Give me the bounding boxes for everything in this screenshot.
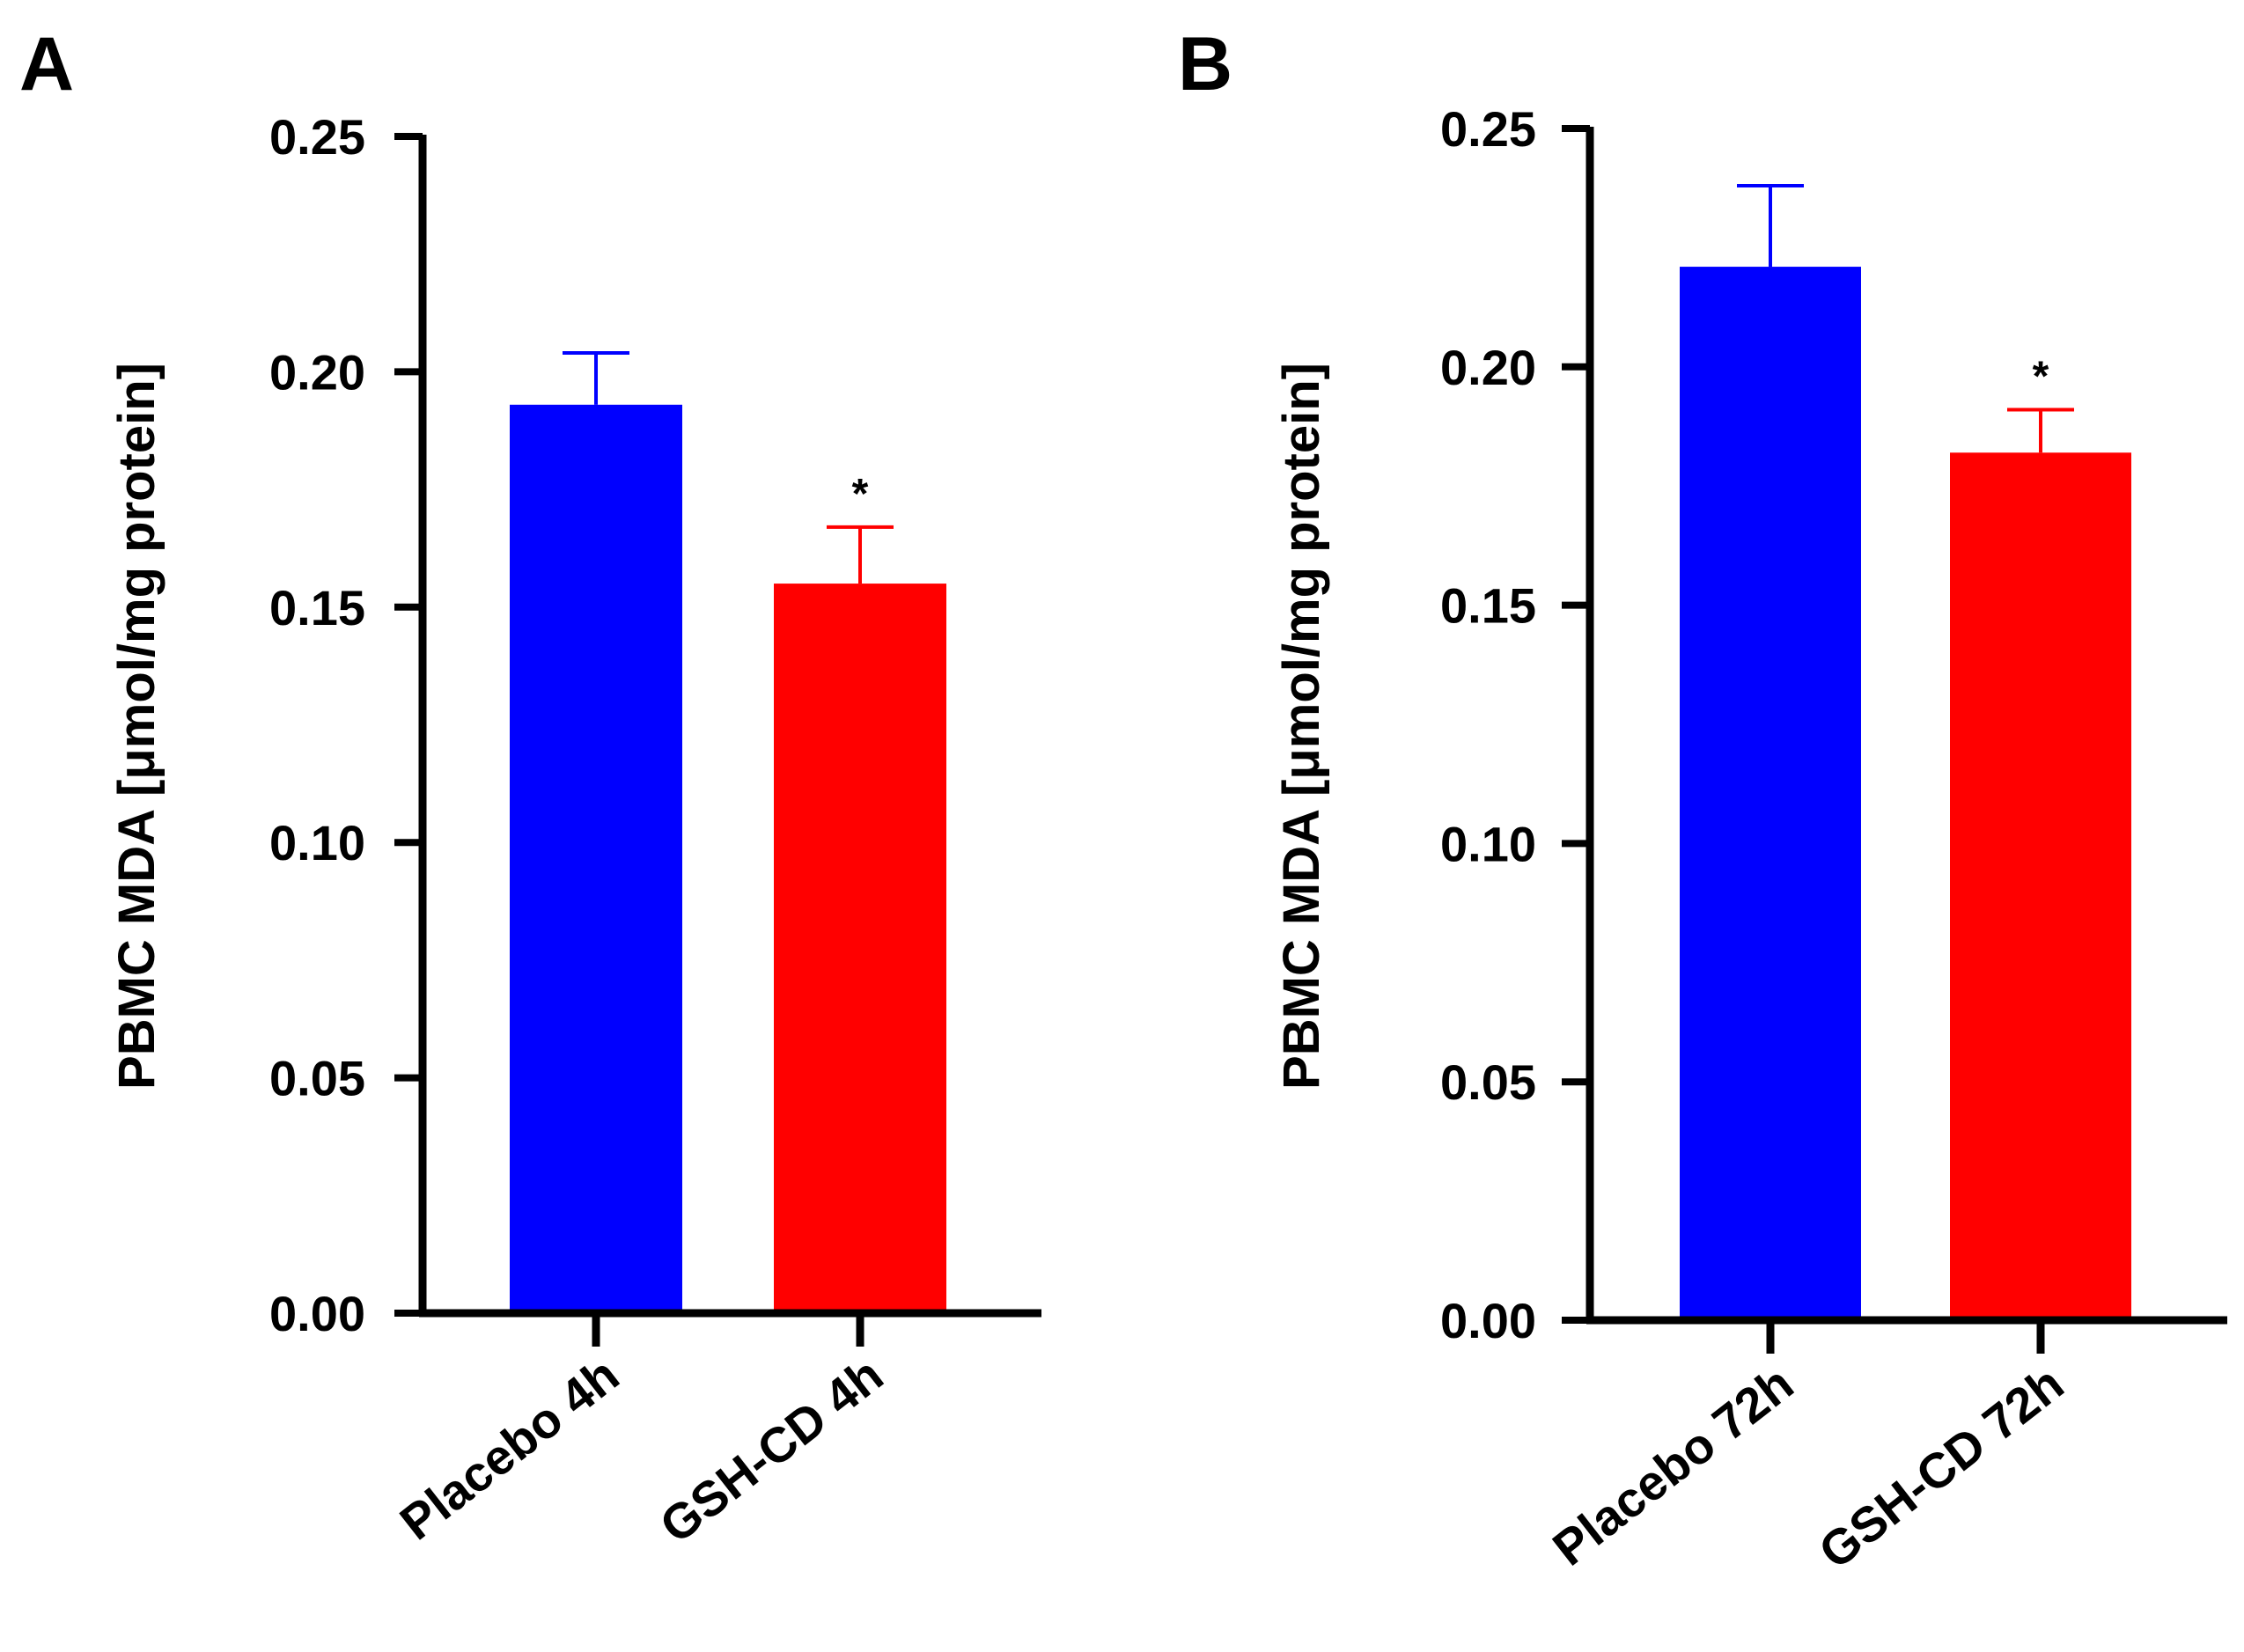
panel-a-bar-1 xyxy=(510,404,682,1314)
panel-a-y-tick-label-3: 0.15 xyxy=(269,580,365,635)
panel-a-y-tick-label-4: 0.20 xyxy=(269,344,365,400)
panel-b-y-tick-label-4: 0.20 xyxy=(1440,340,1536,395)
panel-b: B * 0.00 0.05 0.10 0.15 0.20 0.25 Placebo 72h GS… xyxy=(1178,22,2227,1579)
panel-a-y-tick-label-1: 0.05 xyxy=(269,1051,365,1106)
panel-a-y-tick-label-5: 0.25 xyxy=(269,109,365,165)
panel-b-y-tick-label-0: 0.00 xyxy=(1440,1293,1536,1348)
panel-a-y-tick-label-0: 0.00 xyxy=(269,1286,365,1341)
panel-b-y-tick-label-3: 0.15 xyxy=(1440,578,1536,634)
panel-b-y-tick-label-1: 0.05 xyxy=(1440,1054,1536,1110)
panel-b-category-label-2: GSH-CD 72h xyxy=(1808,1355,2073,1580)
panel-a-bar-2 xyxy=(774,584,946,1313)
panel-b-y-tick-label-2: 0.10 xyxy=(1440,816,1536,871)
panel-a-letter: A xyxy=(19,22,74,106)
panel-a-category-label-1: Placebo 4h xyxy=(390,1347,629,1551)
panel-b-bar-2 xyxy=(1950,452,2131,1320)
panel-a-y-tick-label-2: 0.10 xyxy=(269,815,365,870)
panel-b-significance-2: * xyxy=(2033,354,2049,400)
panel-b-bar-1 xyxy=(1680,267,1861,1321)
panel-a-category-label-2: GSH-CD 4h xyxy=(650,1347,894,1553)
panel-b-y-axis-title: PBMC MDA [μmol/mg protein] xyxy=(1273,363,1330,1090)
panel-b-letter: B xyxy=(1178,22,1232,106)
panel-b-y-tick-label-5: 0.25 xyxy=(1440,101,1536,157)
panel-a-significance-2: * xyxy=(852,471,869,518)
panel-a-y-axis-title: PBMC MDA [μmol/mg protein] xyxy=(108,363,166,1090)
panel-b-category-label-1: Placebo 72h xyxy=(1542,1355,1803,1576)
panel-a: A * 0.00 0.05 0.10 0.15 0.20 0.25 Placebo 4h GSH… xyxy=(19,22,1041,1553)
